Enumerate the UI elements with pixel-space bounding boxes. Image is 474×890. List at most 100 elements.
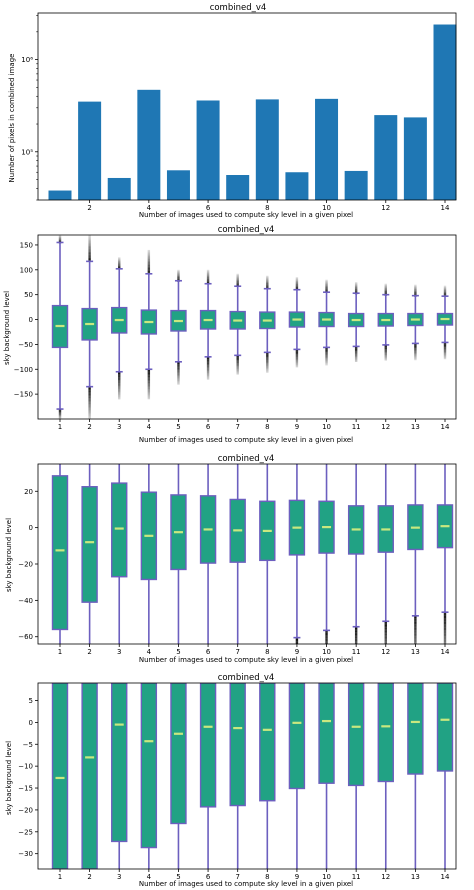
flier (88, 251, 91, 253)
bar (78, 101, 102, 200)
flier (147, 260, 151, 262)
flier (414, 620, 417, 622)
flier (147, 376, 151, 378)
flier (414, 657, 416, 658)
flier (443, 294, 447, 296)
flier (147, 398, 151, 400)
flier (236, 376, 238, 377)
flier (59, 220, 61, 221)
flier (355, 665, 357, 666)
flier (443, 633, 447, 635)
flier (443, 626, 447, 628)
flier (384, 630, 387, 633)
flier (296, 669, 298, 670)
flier (207, 393, 209, 394)
flier (206, 358, 210, 360)
flier (207, 681, 209, 682)
flier (296, 398, 298, 399)
flier (355, 678, 357, 679)
flier (355, 672, 357, 673)
box (199, 683, 217, 808)
flier (147, 387, 151, 389)
flier (236, 366, 239, 368)
flier (355, 397, 357, 398)
flier (385, 667, 387, 668)
flier (444, 414, 446, 415)
flier (385, 435, 387, 436)
flier (384, 634, 387, 636)
panel-2-box-plot: combined_v4 sky background level Number … (3, 225, 457, 444)
flier (414, 353, 417, 355)
flier (147, 371, 151, 373)
flier (118, 372, 121, 375)
panel-4-title: combined_v4 (218, 673, 275, 683)
bar (403, 117, 427, 200)
flier (443, 343, 447, 345)
flier (443, 636, 447, 638)
flier (443, 631, 447, 633)
flier (325, 638, 328, 640)
flier (385, 668, 387, 669)
flier (443, 642, 447, 644)
flier (266, 365, 269, 367)
flier (296, 384, 298, 385)
flier (236, 388, 238, 389)
flier (414, 288, 417, 290)
x-tick-label: 2 (87, 204, 91, 212)
flier (88, 219, 90, 220)
panel-4-frame (37, 682, 457, 870)
panel-4-ylabel: sky background level (5, 741, 13, 815)
flier (236, 358, 239, 361)
flier (443, 285, 447, 287)
y-tick-label: −40 (18, 597, 33, 605)
flier (384, 626, 387, 628)
flier (443, 638, 447, 640)
flier (296, 392, 298, 393)
flier (296, 407, 298, 408)
flier (177, 273, 180, 275)
flier (236, 668, 238, 669)
panel-2-frame (37, 234, 457, 420)
flier (325, 631, 328, 633)
flier (444, 661, 446, 662)
flier (236, 377, 238, 378)
flier (444, 411, 446, 412)
flier (325, 413, 327, 414)
flier (385, 676, 387, 677)
box (377, 683, 394, 783)
box (288, 683, 306, 790)
flier (354, 631, 358, 633)
flier (414, 417, 416, 418)
flier (266, 668, 268, 669)
flier (88, 415, 91, 417)
flier (296, 387, 298, 388)
flier (443, 352, 447, 354)
flier (206, 370, 210, 372)
flier (354, 288, 358, 290)
flier (325, 387, 327, 388)
flier (444, 658, 446, 659)
flier (88, 402, 91, 404)
flier (236, 392, 238, 393)
flier (236, 363, 239, 365)
flier (325, 358, 328, 360)
flier (88, 417, 91, 419)
x-tick-label: 2 (87, 648, 91, 656)
x-tick-label: 6 (206, 423, 211, 431)
flier (296, 380, 298, 381)
flier (325, 382, 327, 383)
flier (58, 413, 62, 416)
flier (147, 270, 151, 272)
flier (355, 412, 357, 413)
flier (147, 381, 151, 383)
flier (325, 388, 327, 389)
bar (137, 89, 161, 200)
x-tick-label: 4 (147, 648, 152, 656)
x-tick-label: 8 (265, 423, 269, 431)
y-tick-label: −50 (18, 341, 33, 349)
flier (266, 407, 268, 408)
flier (147, 252, 151, 254)
flier (355, 669, 357, 670)
y-tick-label: 10⁵ (21, 148, 33, 156)
flier (118, 380, 121, 382)
